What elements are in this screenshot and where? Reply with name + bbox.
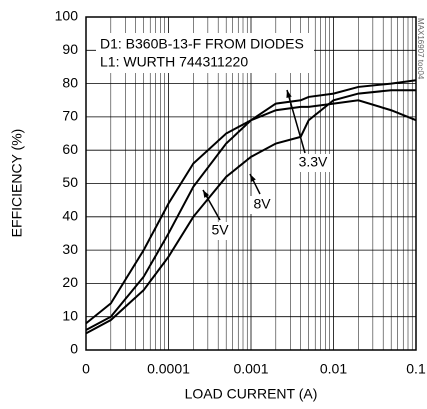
series-line <box>85 89 416 335</box>
y-tick-label: 70 <box>62 108 78 124</box>
x-tick-label: 0.1 <box>406 361 426 377</box>
y-tick-label: 100 <box>55 8 79 24</box>
y-tick-label: 20 <box>62 274 78 290</box>
annotation-box <box>96 33 314 73</box>
arrow-head <box>286 90 292 98</box>
series-label: 8V <box>253 196 271 212</box>
annotation: L1: WURTH 744311220 <box>100 54 248 70</box>
series-line <box>85 79 417 331</box>
y-tick-label: 10 <box>62 307 78 323</box>
plot-frame <box>85 16 417 351</box>
annotation: D1: B360B-13-F FROM DIODES <box>100 36 304 52</box>
callout-bg <box>293 154 333 172</box>
y-tick-label: 90 <box>62 41 78 57</box>
x-axis-title: LOAD CURRENT (A) <box>185 386 318 402</box>
y-tick-label: 30 <box>62 241 78 257</box>
arrow-head <box>250 174 256 182</box>
series-label: 5V <box>211 222 229 238</box>
x-tick-label: 0 <box>82 361 90 377</box>
series-line <box>85 99 417 325</box>
y-tick-label: 80 <box>62 74 78 90</box>
y-axis-title: EFFICIENCY (%) <box>9 129 25 238</box>
callout-bg <box>208 222 232 240</box>
x-tick-label: 0.01 <box>320 361 347 377</box>
arrow-head <box>203 190 210 198</box>
x-tick-label: 0.001 <box>233 361 268 377</box>
y-tick-label: 60 <box>62 141 78 157</box>
side-note: MAX16907 toc04 <box>416 18 425 80</box>
y-tick-label: 50 <box>62 174 78 190</box>
y-tick-label: 0 <box>70 341 78 357</box>
series-label: 3.3V <box>299 154 328 170</box>
callout-arrow <box>286 89 306 154</box>
x-tick-label: 0.0001 <box>147 361 190 377</box>
callout-bg <box>250 196 274 214</box>
y-tick-label: 40 <box>62 208 78 224</box>
